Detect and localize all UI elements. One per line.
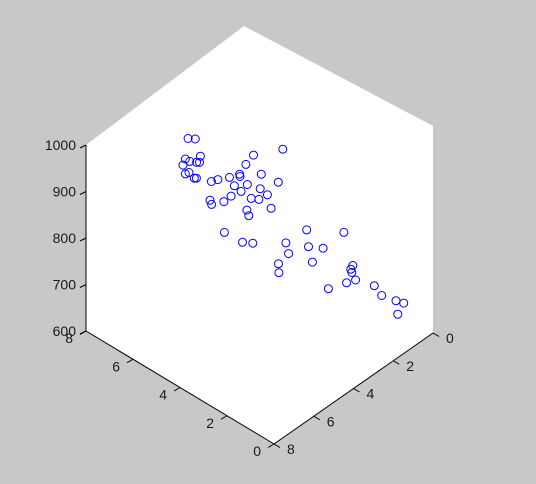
data-point xyxy=(249,150,258,160)
data-point xyxy=(242,180,252,189)
data-point xyxy=(191,173,201,183)
y-tick xyxy=(173,387,181,392)
data-point xyxy=(244,211,254,221)
data-point xyxy=(256,169,266,179)
z-tick-label: 800 xyxy=(53,230,77,246)
data-point xyxy=(369,281,379,291)
x-tick-label: 2 xyxy=(406,358,414,374)
data-point xyxy=(391,296,401,306)
z-tick-label: 600 xyxy=(53,323,77,339)
z-tick xyxy=(79,144,87,149)
z-tick xyxy=(79,191,87,195)
x-tick-label: 6 xyxy=(327,413,335,429)
data-point xyxy=(178,160,188,170)
data-point xyxy=(348,261,358,270)
data-point xyxy=(307,257,317,267)
data-point xyxy=(235,169,245,179)
z-tick-label: 1000 xyxy=(45,137,76,153)
x-tick-label: 8 xyxy=(287,441,295,457)
data-point xyxy=(281,238,291,248)
z-tick xyxy=(79,284,87,288)
data-point xyxy=(206,177,216,186)
x-tick xyxy=(392,360,400,365)
data-point xyxy=(226,191,236,201)
data-point xyxy=(195,157,204,167)
data-point xyxy=(278,144,288,154)
z-tick xyxy=(79,330,87,335)
data-point xyxy=(274,268,284,278)
data-point xyxy=(318,243,328,253)
data-point xyxy=(189,173,199,183)
data-point xyxy=(213,175,223,185)
y-tick-label: 4 xyxy=(159,387,167,403)
data-point xyxy=(347,268,357,277)
y-tick-label: 8 xyxy=(65,330,73,346)
y-tick-label: 0 xyxy=(253,443,261,459)
y-tick-label: 2 xyxy=(206,415,214,431)
data-point xyxy=(284,249,294,259)
y-tick-label: 6 xyxy=(112,358,120,374)
tick-marks xyxy=(79,144,440,448)
y-tick xyxy=(220,415,228,420)
data-point xyxy=(219,197,229,207)
data-points xyxy=(178,134,409,319)
data-point xyxy=(236,186,246,196)
data-point xyxy=(377,291,387,300)
data-point xyxy=(273,177,283,187)
data-point xyxy=(180,169,190,179)
x-tick xyxy=(432,332,440,337)
data-point xyxy=(190,134,200,144)
x-tick xyxy=(313,415,321,421)
data-point xyxy=(248,238,258,248)
y-tick xyxy=(126,358,134,364)
data-point xyxy=(242,205,252,215)
data-point xyxy=(254,194,264,204)
x-tick xyxy=(353,388,360,393)
data-point xyxy=(262,190,272,200)
data-point xyxy=(339,227,349,237)
data-point xyxy=(274,259,283,269)
x-tick xyxy=(273,443,281,448)
axes-background xyxy=(86,26,433,444)
data-point xyxy=(255,184,265,194)
data-point xyxy=(342,278,352,288)
z-tick-label: 900 xyxy=(53,184,77,200)
data-point xyxy=(323,284,333,294)
data-point xyxy=(229,181,239,191)
x-tick-label: 0 xyxy=(446,330,454,346)
data-point xyxy=(393,309,403,319)
data-point xyxy=(180,154,190,164)
data-point xyxy=(192,157,202,167)
data-point xyxy=(302,225,312,235)
data-point xyxy=(183,134,193,143)
z-tick xyxy=(79,237,87,242)
data-point xyxy=(185,156,195,166)
data-point xyxy=(351,275,361,285)
data-point xyxy=(219,227,229,237)
z-tick-label: 700 xyxy=(53,277,77,293)
data-point xyxy=(207,199,217,209)
data-point xyxy=(241,159,251,169)
x-tick-label: 4 xyxy=(367,386,375,402)
data-point xyxy=(304,242,313,252)
y-tick xyxy=(267,443,275,448)
data-point xyxy=(238,237,247,247)
data-point xyxy=(205,195,215,205)
data-point xyxy=(225,172,234,182)
data-point xyxy=(266,203,276,213)
